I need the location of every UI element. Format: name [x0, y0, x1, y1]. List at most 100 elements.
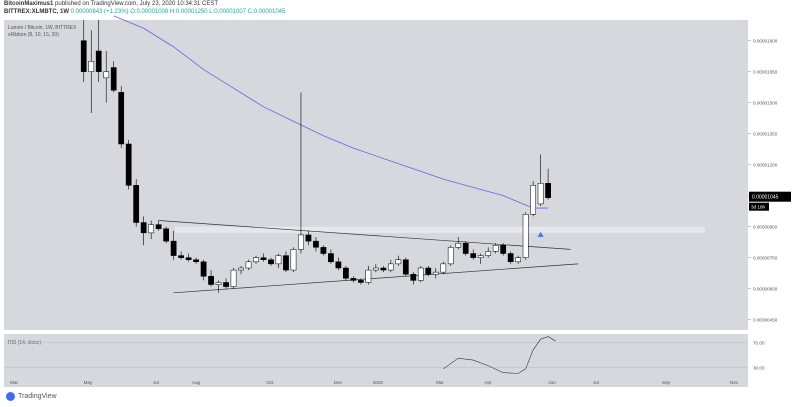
- candle: [462, 241, 469, 256]
- candle: [245, 259, 252, 271]
- rsi-pane: [4, 334, 748, 376]
- candle-body: [365, 269, 372, 283]
- candle-body: [88, 61, 95, 72]
- candle-body: [298, 234, 304, 250]
- candle-body: [515, 257, 522, 263]
- rsi-axis: 70.00 30.00: [4, 334, 792, 376]
- candle-body: [103, 71, 110, 79]
- candle-body: [178, 255, 184, 258]
- rsi-line: [443, 336, 556, 374]
- candle: [178, 251, 184, 260]
- candle-body: [492, 245, 499, 252]
- price-tick-label: 0.00000600: [753, 287, 778, 292]
- time-tick-label: Oct: [266, 380, 274, 385]
- candle: [343, 265, 349, 281]
- candle: [507, 251, 514, 264]
- price-axis[interactable]: 0.00001800 0.00001650 0.00001500 0.00001350…: [748, 20, 792, 376]
- candle-body: [118, 92, 125, 145]
- candle: [88, 30, 95, 113]
- price-tick-label: 0.00000900: [753, 225, 778, 230]
- candle-body: [133, 185, 140, 223]
- candle-body: [260, 257, 267, 260]
- price-tick-label: 0.00001500: [753, 101, 778, 106]
- candle: [253, 255, 259, 264]
- candle: [417, 265, 424, 283]
- candle: [200, 259, 207, 281]
- candle-body: [500, 245, 507, 254]
- price-label-value: 0.00001045: [752, 195, 779, 201]
- breakout-arrow: [537, 231, 544, 237]
- candle: [372, 263, 379, 273]
- tradingview-icon: [6, 392, 15, 401]
- chart-footer: TradingView: [0, 388, 792, 407]
- candle-body: [357, 280, 364, 283]
- rsi-label: RSI (14, close): [8, 340, 41, 346]
- candle: [155, 220, 162, 231]
- candle: [118, 86, 125, 149]
- candle: [208, 270, 214, 287]
- candle: [500, 243, 507, 256]
- time-tick-label: 2020: [373, 380, 384, 385]
- candle: [365, 265, 372, 285]
- price-label-box: [749, 191, 791, 202]
- candle: [410, 272, 417, 285]
- candle-body: [537, 183, 544, 205]
- time-tick-label: Jul: [593, 380, 599, 385]
- candle-body: [350, 278, 357, 281]
- candle: [298, 92, 304, 254]
- candle-body: [155, 224, 162, 229]
- candle: [313, 237, 319, 252]
- candle-body: [545, 183, 551, 198]
- candle-body: [163, 228, 170, 242]
- trend-line-lower: [173, 263, 579, 294]
- candle-body: [245, 261, 252, 269]
- candle-body: [425, 267, 432, 275]
- candle-body: [530, 185, 537, 215]
- candle: [387, 259, 394, 273]
- candle-body: [275, 255, 282, 265]
- candle-body: [402, 259, 409, 275]
- candle: [432, 268, 439, 279]
- candle: [485, 247, 492, 258]
- candle-body: [95, 50, 102, 72]
- candle-body: [343, 267, 349, 279]
- candle-body: [80, 40, 87, 72]
- time-tick-label: Dec: [334, 380, 343, 385]
- trend-line-upper: [158, 220, 571, 250]
- candle: [305, 230, 312, 246]
- candle: [545, 168, 551, 200]
- time-axis[interactable]: Mar May Jul Aug Oct Dec 2020 Mar Apr Jun Jul Sep Nov: [10, 380, 739, 385]
- candle-body: [320, 247, 327, 254]
- candle: [380, 265, 387, 273]
- time-tick-label: Nov: [730, 380, 739, 385]
- moving-average: [113, 15, 549, 209]
- price-tick-label: 0.00000450: [753, 318, 778, 323]
- candle: [140, 216, 147, 246]
- candle-body: [455, 242, 462, 248]
- time-tick-label: Jul: [153, 380, 159, 385]
- candle-body: [387, 263, 394, 271]
- time-tick-label: May: [84, 380, 93, 385]
- price-tick-label: 0.00001200: [753, 163, 778, 168]
- symbol-line: BITTREX:XLMBTC, 1W: [4, 9, 69, 15]
- ohlc-values: 0.00000843 (+1.23%) O:0.00001008 H:0.000…: [70, 9, 286, 15]
- candle-body: [223, 282, 229, 287]
- candle-body: [208, 276, 214, 285]
- trend-lines[interactable]: [158, 220, 579, 294]
- candle: [522, 212, 529, 260]
- candle-body: [290, 249, 297, 271]
- candle: [283, 251, 289, 273]
- candle: [230, 268, 237, 289]
- author-name[interactable]: BitcoinMaximus1: [4, 1, 54, 7]
- candle: [125, 139, 132, 190]
- candle-body: [313, 240, 319, 248]
- symbol-info: BITTREX:XLMBTC, 1W 0.00000843 (+1.23%) O…: [4, 9, 285, 15]
- candle: [170, 230, 177, 260]
- rsi-tick-label: 30.00: [753, 366, 765, 371]
- time-tick-label: Mar: [436, 380, 444, 385]
- candle-body: [395, 259, 402, 265]
- tradingview-logo[interactable]: TradingView: [6, 392, 57, 401]
- candle: [148, 220, 155, 240]
- time-tick-label: Mar: [10, 380, 18, 385]
